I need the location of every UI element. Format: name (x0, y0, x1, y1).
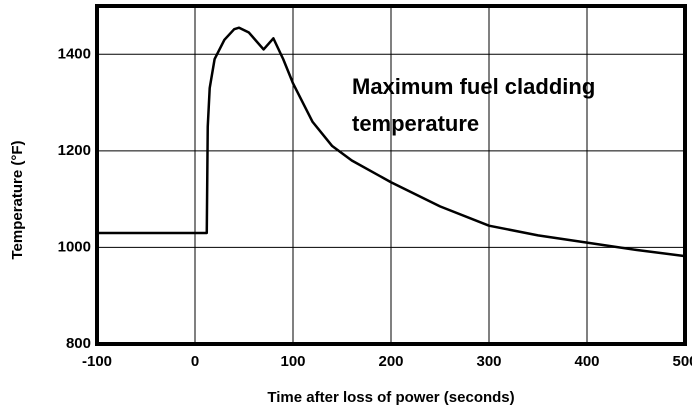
x-tick-label: 300 (476, 353, 501, 370)
y-axis-label: Temperature (°F) (9, 140, 26, 259)
y-tick-label: 1000 (58, 238, 91, 255)
y-tick-label: 1400 (58, 45, 91, 62)
x-tick-label: 200 (378, 353, 403, 370)
line (97, 26, 686, 258)
x-tick-label: 400 (574, 353, 599, 370)
x-tick-label: -100 (82, 353, 112, 370)
x-tick-label: 0 (191, 353, 199, 370)
annotation: temperature (352, 111, 479, 136)
x-tick-label: 500 (672, 353, 692, 370)
annotation: Maximum fuel cladding (352, 74, 595, 99)
y-tick-label: 1200 (58, 142, 91, 159)
x-axis-label: Time after loss of power (seconds) (267, 389, 514, 406)
x-tick-label: 100 (280, 353, 305, 370)
y-tick-label: 800 (66, 335, 91, 352)
plot-frame (95, 4, 687, 346)
